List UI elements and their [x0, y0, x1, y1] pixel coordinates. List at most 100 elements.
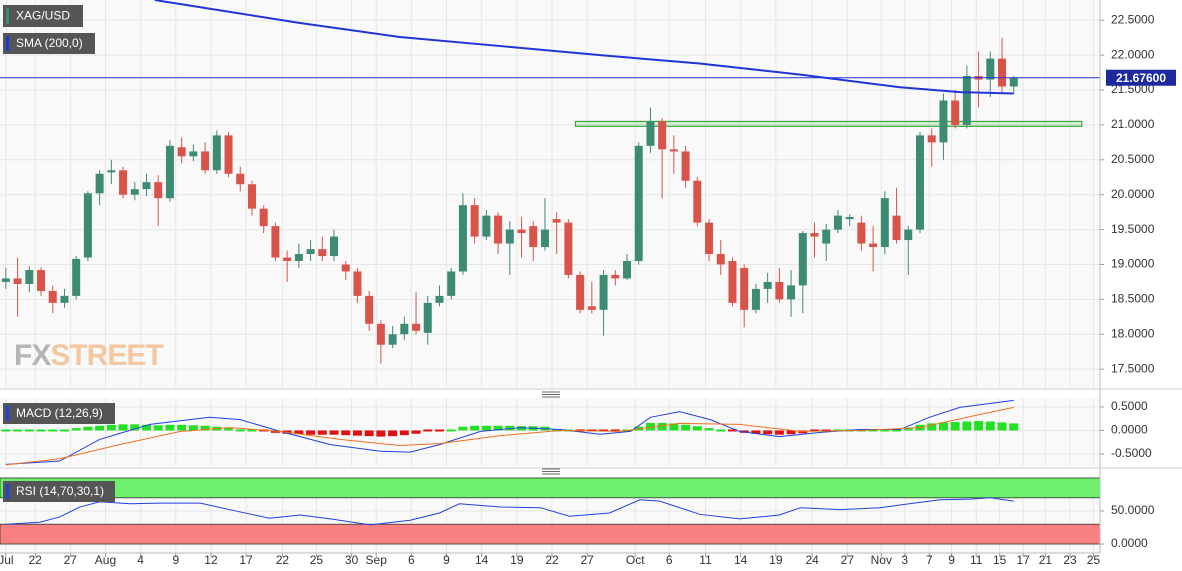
histogram-bar	[165, 424, 175, 431]
x-tick-label: 30	[345, 553, 359, 567]
histogram-bar	[751, 430, 761, 434]
histogram-bar	[599, 429, 609, 432]
candle-body	[716, 254, 725, 265]
resize-handle[interactable]	[542, 468, 560, 475]
indicator-label: RSI (14,70,30,1)	[16, 484, 104, 498]
x-tick-label: Jul	[0, 553, 14, 567]
x-tick-label: Aug	[95, 553, 116, 567]
candle-body	[939, 100, 948, 143]
candle-body	[447, 271, 456, 296]
x-tick-label: 21	[1039, 553, 1053, 567]
y-tick-label: 19.5000	[1111, 222, 1155, 236]
histogram-bar	[493, 425, 503, 431]
histogram-bar	[470, 425, 480, 431]
candle-body	[236, 173, 245, 185]
candle-body	[435, 295, 444, 303]
candle-body	[48, 291, 57, 303]
legend-box[interactable]	[3, 33, 95, 54]
histogram-bar	[927, 423, 937, 431]
histogram-bar	[727, 429, 737, 432]
candle-body	[423, 302, 432, 333]
watermark-part: FX	[14, 339, 51, 372]
candle-body	[201, 151, 210, 171]
legend-swatch	[6, 36, 9, 51]
histogram-bar	[106, 424, 116, 431]
candle-body	[330, 236, 339, 257]
histogram-bar	[821, 429, 831, 432]
x-tick-label: Nov	[871, 553, 892, 567]
rsi-line	[5, 497, 1014, 526]
candle-body	[611, 274, 620, 279]
histogram-bar	[704, 428, 714, 431]
histogram-bar	[95, 425, 105, 431]
histogram-bar	[83, 426, 93, 431]
oversold-band	[0, 523, 1100, 545]
legend-box[interactable]	[3, 481, 115, 502]
candlestick-marks	[0, 0, 1100, 364]
candle-body	[72, 258, 81, 296]
histogram-bar	[200, 425, 210, 431]
histogram-bar	[505, 425, 515, 431]
legend-box[interactable]	[3, 5, 83, 27]
histogram-bar	[950, 422, 960, 431]
x-tick-label: 6	[408, 553, 415, 567]
x-tick-label: 9	[948, 553, 955, 567]
candle-body	[37, 270, 46, 291]
candle-body	[482, 215, 491, 237]
candle-body	[869, 243, 878, 248]
x-tick-label: 6	[666, 553, 673, 567]
histogram-bar	[880, 429, 890, 432]
candle-body	[259, 208, 268, 227]
legend-swatch	[6, 406, 9, 421]
sma-line	[154, 0, 1014, 95]
histogram-bar	[434, 429, 444, 432]
candle-body	[412, 323, 421, 331]
histogram-bar	[59, 429, 69, 432]
x-tick-label: 22	[545, 553, 559, 567]
legend-box[interactable]	[3, 403, 115, 424]
y-tick-label: 20.0000	[1111, 187, 1155, 201]
histogram-bar	[1, 429, 11, 432]
y-tick-label: 22.5000	[1111, 12, 1155, 26]
support-zone	[574, 120, 1083, 127]
x-tick-label: 11	[970, 553, 983, 567]
candle-body	[60, 295, 69, 303]
watermark: FXSTREET	[14, 339, 163, 372]
x-tick-label: 22	[28, 553, 42, 567]
resize-handle[interactable]	[542, 391, 560, 398]
last-price-label: 21.67600	[1116, 71, 1166, 85]
histogram-bar	[352, 430, 362, 436]
histogram-bar	[763, 430, 773, 435]
candle-body	[142, 182, 151, 190]
candle-body	[728, 260, 737, 303]
histogram-bar	[376, 430, 386, 437]
candle-body	[751, 288, 760, 310]
x-tick-label: 27	[64, 553, 78, 567]
histogram-bar	[306, 430, 316, 435]
candle-body	[822, 229, 831, 244]
candle-body	[845, 217, 854, 220]
y-tick-label: 19.0000	[1111, 257, 1155, 271]
histogram-bar	[188, 425, 198, 431]
candle-body	[318, 249, 327, 257]
x-tick-label: 17	[239, 553, 253, 567]
candle-body	[529, 226, 538, 248]
candle-body	[13, 278, 22, 285]
last-price-box	[1106, 69, 1176, 86]
overbought-band	[0, 477, 1100, 499]
candle-body	[189, 151, 198, 157]
histogram-bar	[24, 429, 34, 432]
candle-body	[681, 151, 690, 181]
histogram-bar	[669, 423, 679, 431]
watermark-part: STREET	[50, 339, 163, 372]
histogram-bar	[997, 422, 1007, 431]
indicator-label: MACD (12,26,9)	[16, 406, 103, 420]
x-tick-label: 27	[580, 553, 594, 567]
candle-body	[95, 173, 104, 194]
x-tick-label: 15	[993, 553, 1007, 567]
candle-body	[669, 149, 678, 152]
candle-body	[740, 267, 749, 310]
candle-body	[119, 170, 128, 195]
x-tick-label: 17	[1016, 553, 1030, 567]
legend-swatch	[6, 484, 9, 499]
